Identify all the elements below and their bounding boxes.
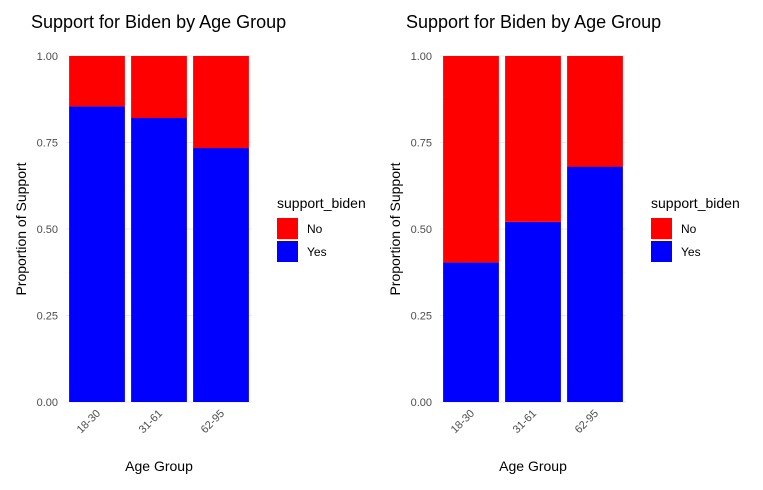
x-axis-ticks: 18-30 31-61 62-95 (75, 408, 227, 436)
legend-swatch-no (651, 218, 672, 239)
chart-panel-right: 0.00 0.25 0.50 0.75 1.00 18-30 31-61 62-95 Suppo… (387, 12, 740, 474)
bar-no-18-30 (443, 56, 499, 263)
bar-yes-18-30 (443, 262, 499, 402)
legend-label: Yes (681, 245, 701, 259)
legend-title: support_biden (277, 195, 366, 211)
y-tick-label: 0.25 (411, 311, 432, 323)
chart-panel-left: 0.00 0.25 0.50 0.75 1.00 18-30 31-61 62-95 Suppo… (13, 12, 366, 474)
bars (443, 56, 623, 402)
x-tick-label: 31-61 (137, 408, 165, 436)
y-axis-label: Proportion of Support (387, 162, 403, 295)
x-axis-label: Age Group (499, 458, 567, 474)
legend: support_biden No Yes (651, 195, 740, 262)
legend-title: support_biden (651, 195, 740, 211)
bar-yes-62-95 (193, 148, 249, 402)
bar-no-18-30 (69, 56, 125, 107)
legend-label: Yes (307, 245, 327, 259)
bars (69, 56, 249, 403)
y-tick-label: 1.00 (37, 51, 58, 63)
x-tick-label: 18-30 (449, 408, 477, 436)
y-tick-label: 0.75 (411, 138, 432, 150)
legend-swatch-yes (651, 241, 672, 262)
bar-yes-31-61 (131, 117, 187, 402)
y-tick-label: 1.00 (411, 51, 432, 63)
bar-yes-62-95 (567, 166, 623, 402)
x-axis-label: Age Group (125, 458, 193, 474)
legend: support_biden No Yes (277, 195, 366, 262)
chart-title: Support for Biden by Age Group (406, 12, 661, 32)
legend-swatch-yes (277, 241, 298, 262)
bar-no-62-95 (567, 56, 623, 167)
y-axis-ticks: 0.00 0.25 0.50 0.75 1.00 (37, 51, 58, 409)
bar-no-31-61 (505, 56, 561, 222)
y-tick-label: 0.50 (411, 224, 432, 236)
y-tick-label: 0.50 (37, 224, 58, 236)
bar-yes-31-61 (505, 221, 561, 402)
legend-label: No (307, 222, 323, 236)
x-axis-ticks: 18-30 31-61 62-95 (449, 408, 601, 436)
chart-title: Support for Biden by Age Group (31, 12, 286, 32)
y-tick-label: 0.25 (37, 311, 58, 323)
y-tick-label: 0.00 (37, 397, 58, 409)
x-tick-label: 62-95 (199, 408, 227, 436)
y-tick-label: 0.00 (411, 397, 432, 409)
bar-yes-18-30 (69, 106, 125, 403)
y-axis-ticks: 0.00 0.25 0.50 0.75 1.00 (411, 51, 432, 409)
x-tick-label: 18-30 (75, 408, 103, 436)
x-tick-label: 62-95 (573, 408, 601, 436)
x-tick-label: 31-61 (511, 408, 539, 436)
legend-swatch-no (277, 218, 298, 239)
y-axis-label: Proportion of Support (13, 162, 29, 295)
y-tick-label: 0.75 (37, 138, 58, 150)
legend-label: No (681, 222, 697, 236)
bar-no-62-95 (193, 56, 249, 149)
bar-no-31-61 (131, 56, 187, 118)
